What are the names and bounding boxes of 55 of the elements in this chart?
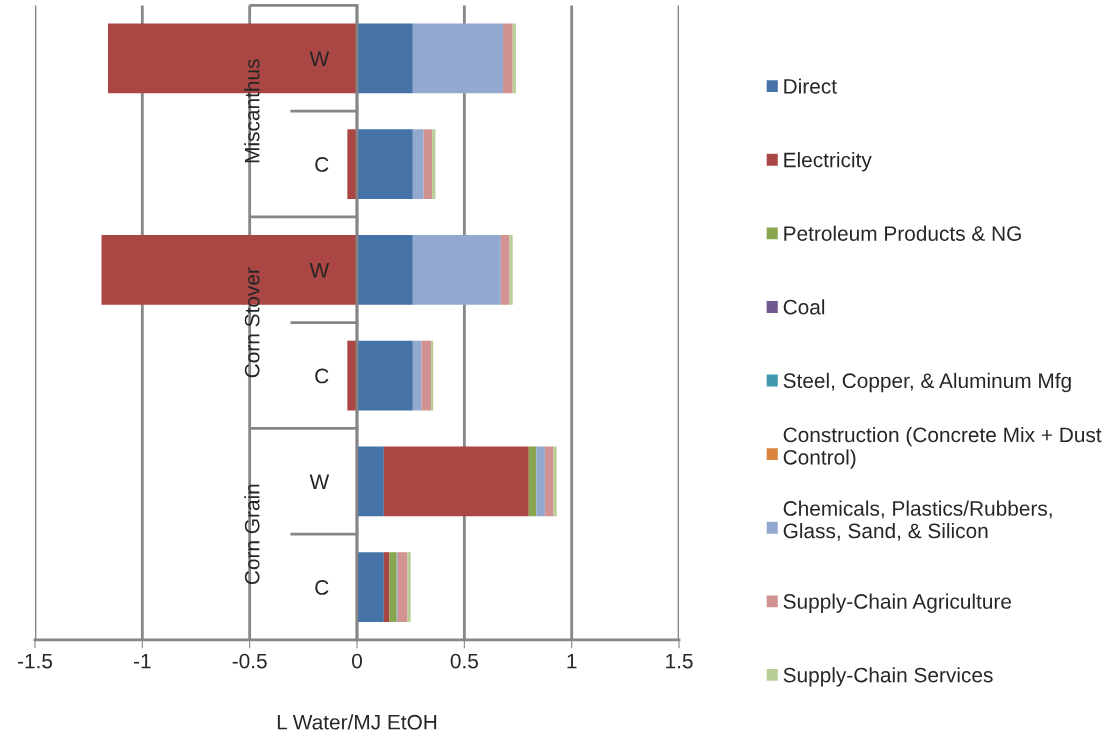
legend-label: Steel, Copper, & Aluminum Mfg [783, 372, 1071, 393]
bar [357, 340, 413, 411]
bar [528, 446, 537, 517]
legend-label: Construction (Concrete Mix + Dust Control) [783, 426, 1102, 469]
bar [357, 234, 413, 305]
bar [512, 23, 516, 94]
legend-label: Coal [783, 299, 825, 315]
bar [383, 446, 529, 517]
bar [357, 446, 384, 517]
y-tick-label: C [315, 580, 329, 595]
bar [407, 552, 411, 622]
legend-label: Direct [784, 78, 837, 94]
y-tick-label: C [315, 157, 329, 172]
bar [397, 552, 408, 622]
bar [544, 446, 554, 517]
x-tick-label: 1.5 [666, 653, 693, 669]
bar [412, 129, 424, 199]
bar [500, 234, 510, 305]
bar [412, 23, 503, 94]
y-tick-label: W [309, 263, 330, 278]
x-tick-label: -0.5 [232, 653, 267, 669]
x-tick-label: 0 [352, 653, 362, 669]
y-tick-label: C [315, 368, 329, 384]
x-axis-title: L Water/MJ EtOH [277, 714, 437, 730]
annotation: Corn Grain [244, 484, 260, 585]
legend-label: Supply-Chain Services [783, 667, 993, 687]
bar [389, 552, 397, 622]
bar [423, 129, 433, 199]
bar [347, 129, 358, 199]
bar [502, 23, 513, 94]
bar [431, 340, 434, 411]
y-tick-label: W [309, 51, 330, 66]
bar [383, 552, 390, 622]
bar [357, 129, 413, 199]
bar [347, 340, 358, 411]
legend-label: Supply-Chain Agriculture [783, 593, 1012, 613]
annotation: Corn Stover [244, 267, 260, 378]
bar [412, 234, 501, 305]
bar [536, 446, 545, 517]
y-tick-label: W [309, 474, 330, 489]
bar [357, 23, 413, 94]
bar [421, 340, 432, 411]
bar [412, 340, 422, 411]
bar [553, 446, 557, 517]
bar [432, 129, 436, 199]
legend-label: Petroleum Products & NG [784, 225, 1021, 241]
x-tick-label: -1.5 [17, 653, 53, 669]
legend-label: Electricity [784, 152, 872, 172]
annotation: Miscanthus [244, 59, 260, 163]
x-tick-label: 0.5 [450, 653, 478, 669]
bar [509, 234, 513, 305]
legend-label: Chemicals, Plastics/Rubbers, Glass, Sand, & Silicon [783, 500, 1052, 541]
bar [357, 552, 384, 622]
x-tick-label: 1 [567, 653, 577, 669]
x-tick-label: -1 [133, 653, 151, 669]
